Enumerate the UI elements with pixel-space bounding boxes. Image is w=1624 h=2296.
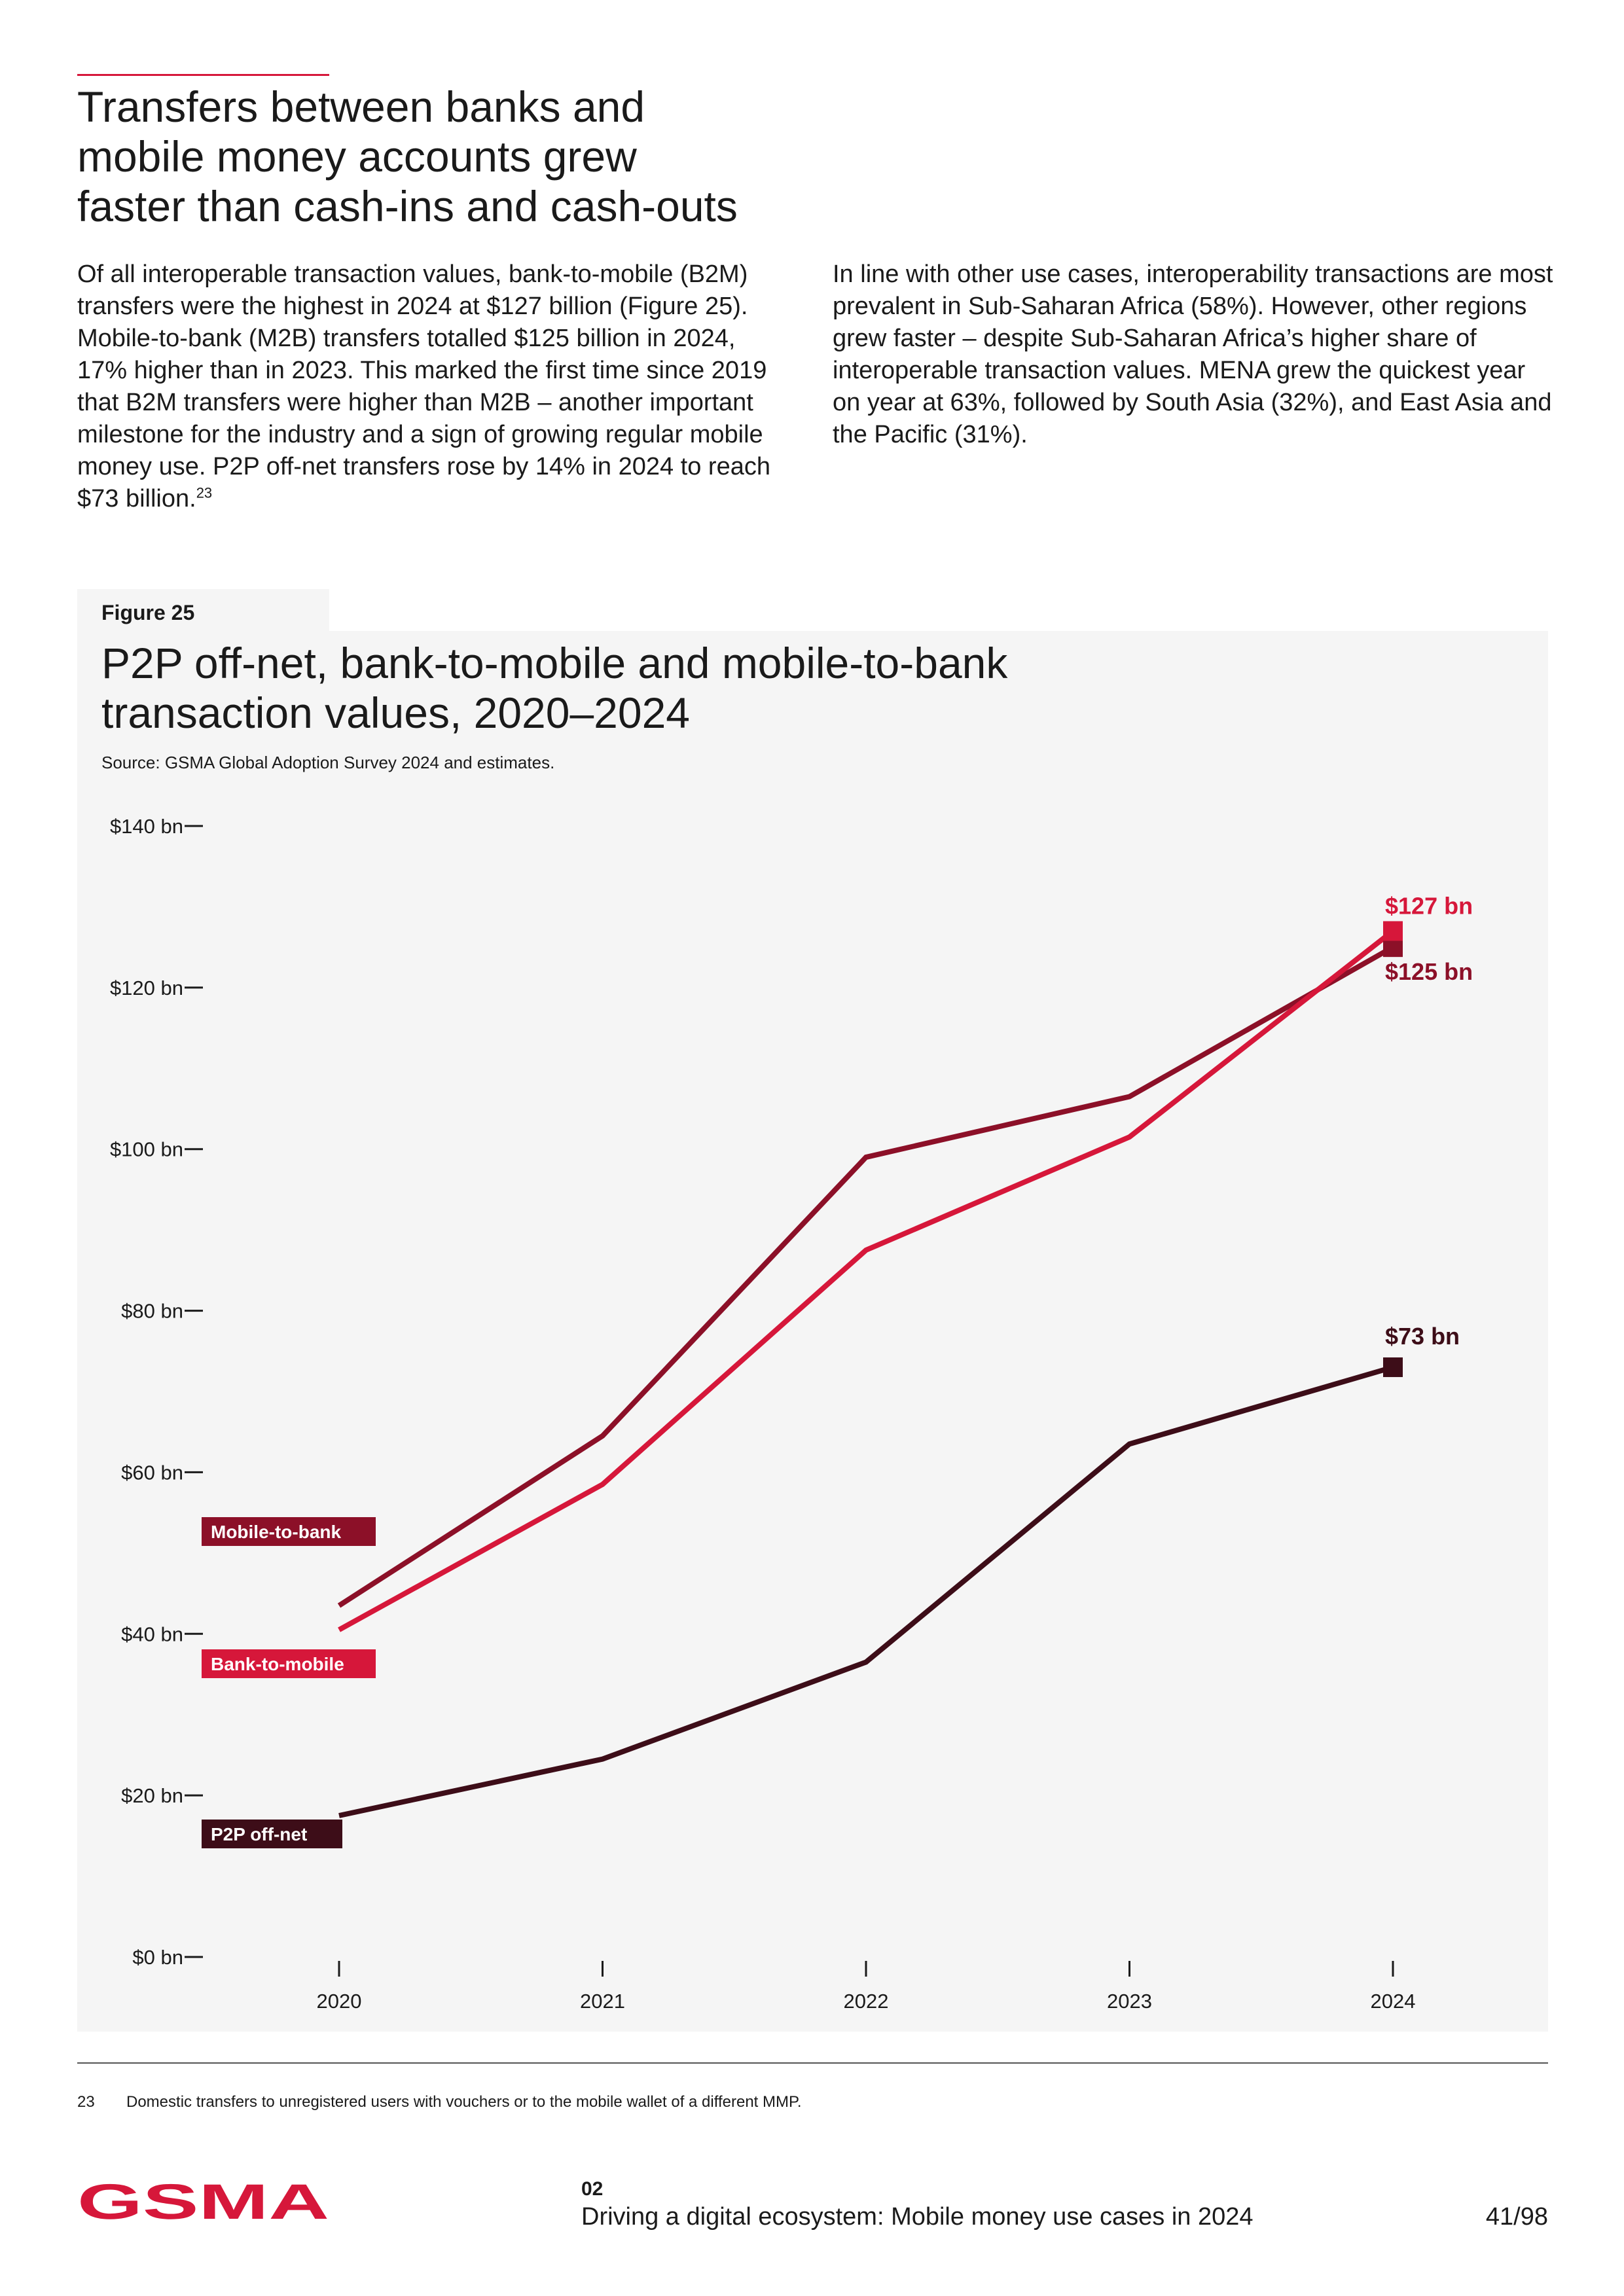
y-tick-label: $100 bn (110, 1138, 183, 1161)
gsma-logo: GSMA (77, 2179, 329, 2225)
x-tick-label: 2020 (317, 1990, 362, 2013)
left-paragraph-text: Of all interoperable transaction values,… (77, 260, 770, 512)
heading-line-3: faster than cash-ins and cash-outs (77, 182, 738, 230)
heading-accent-rule (77, 74, 329, 76)
legend-tag (202, 1820, 342, 1848)
left-paragraph: Of all interoperable transaction values,… (77, 259, 771, 515)
y-tick-label: $80 bn (121, 1300, 183, 1323)
series-line-mobile-to-bank (337, 944, 1394, 1608)
heading-line-2: mobile money accounts grew (77, 132, 637, 181)
y-tick-label: $40 bn (121, 1623, 183, 1645)
section-title: Driving a digital ecosystem: Mobile mone… (581, 2203, 1254, 2231)
y-tick-label: $140 bn (110, 815, 183, 838)
figure-title-line-1: P2P off-net, bank-to-mobile and mobile-t… (101, 639, 1008, 687)
end-value-label: $73 bn (1385, 1323, 1460, 1350)
section-number: 02 (581, 2178, 604, 2200)
y-tick-label: $20 bn (121, 1784, 183, 1807)
figure-source: Source: GSMA Global Adoption Survey 2024… (101, 753, 555, 772)
figure-tab (77, 589, 329, 632)
y-tick-label: $60 bn (121, 1461, 183, 1484)
right-paragraph-text: In line with other use cases, interopera… (833, 260, 1553, 448)
footnote: 23 Domestic transfers to unregistered use… (77, 2093, 802, 2111)
x-tick-label: 2023 (1107, 1990, 1152, 2013)
series-line-p2p-off-net (338, 1365, 1394, 1818)
figure-title-line-2: transaction values, 2020–2024 (101, 689, 690, 737)
footnote-text: Domestic transfers to unregistered users… (126, 2093, 802, 2111)
footnote-divider (77, 2062, 1548, 2064)
figure-panel (77, 631, 1548, 2032)
legend-label: Mobile-to-bank (211, 1522, 342, 1542)
page-number: 41/98 (1485, 2203, 1548, 2231)
x-tick-label: 2021 (580, 1990, 625, 2013)
right-paragraph: In line with other use cases, interopera… (833, 259, 1559, 451)
heading-line-1: Transfers between banks and (77, 82, 645, 131)
figure-title: P2P off-net, bank-to-mobile and mobile-t… (101, 638, 1280, 738)
x-tick-label: 2022 (844, 1990, 889, 2013)
legend-label: P2P off-net (211, 1824, 307, 1844)
y-tick-label: $120 bn (110, 977, 183, 999)
legend-label: Bank-to-mobile (211, 1654, 344, 1674)
gsma-logo-text: GSMA (77, 2179, 329, 2225)
end-marker (1383, 1357, 1403, 1377)
footnote-number: 23 (77, 2093, 95, 2111)
end-value-label: $125 bn (1385, 958, 1473, 985)
end-marker (1383, 921, 1403, 941)
legend-tag (202, 1517, 376, 1546)
legend-tag (202, 1649, 376, 1678)
end-value-label: $127 bn (1385, 892, 1473, 919)
x-tick-label: 2024 (1371, 1990, 1416, 2013)
footnote-reference[interactable]: 23 (196, 484, 213, 501)
figure-label: Figure 25 (101, 601, 195, 624)
y-tick-label: $0 bn (132, 1946, 183, 1969)
section-heading: Transfers between banks and mobile money… (77, 82, 830, 231)
